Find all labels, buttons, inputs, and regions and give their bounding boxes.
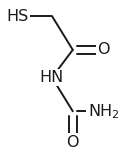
Text: O: O: [66, 135, 79, 150]
Text: HN: HN: [40, 70, 64, 85]
Text: HS: HS: [6, 9, 28, 24]
Text: O: O: [97, 42, 109, 57]
Text: NH$_2$: NH$_2$: [88, 102, 119, 121]
